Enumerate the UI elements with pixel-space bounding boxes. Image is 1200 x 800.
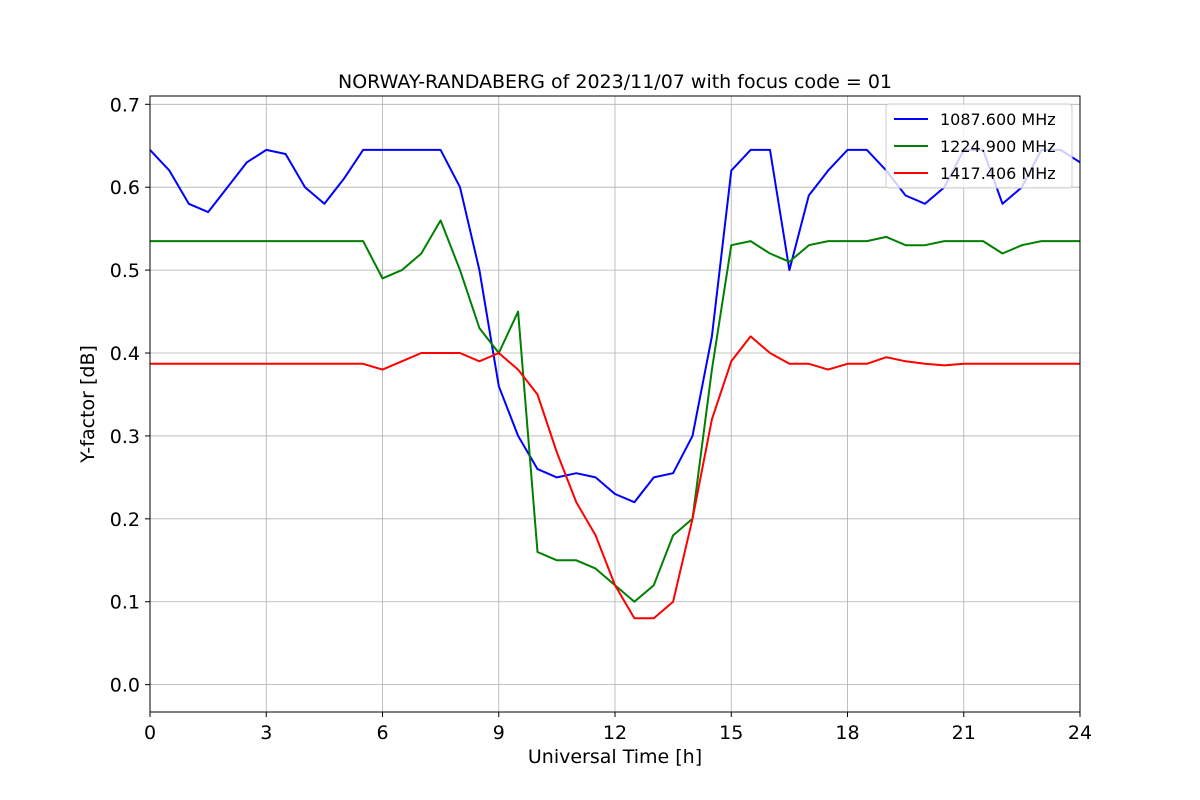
- y-tick-label: 0.0: [110, 675, 140, 697]
- y-tick-label: 0.7: [110, 94, 140, 116]
- x-tick-label: 21: [952, 722, 976, 744]
- y-tick-label: 0.1: [110, 592, 140, 614]
- legend-label: 1224.900 MHz: [940, 137, 1056, 156]
- x-tick-label: 0: [144, 722, 156, 744]
- legend-box: [885, 103, 1073, 189]
- x-tick-label: 3: [260, 722, 272, 744]
- ticks: 0 3 6 9 12 15 18 21 24 0.0 0.1 0.2 0.3 0.4 0.5 0.6 0.7: [110, 94, 1092, 744]
- x-tick-label: 15: [719, 722, 743, 744]
- x-axis-label: Universal Time [h]: [528, 746, 702, 768]
- y-tick-label: 0.3: [110, 426, 140, 448]
- legend-label: 1087.600 MHz: [940, 110, 1056, 129]
- y-axis-label: Y-factor [dB]: [77, 345, 99, 464]
- y-tick-label: 0.4: [110, 343, 140, 365]
- y-tick-label: 0.2: [110, 509, 140, 531]
- y-tick-label: 0.5: [110, 260, 140, 282]
- x-tick-label: 9: [493, 722, 505, 744]
- legend-label: 1417.406 MHz: [940, 164, 1056, 183]
- x-tick-label: 18: [835, 722, 859, 744]
- legend: 1087.600 MHz 1224.900 MHz 1417.406 MHz: [885, 103, 1073, 189]
- chart-title: NORWAY-RANDABERG of 2023/11/07 with focu…: [338, 71, 892, 93]
- x-tick-label: 6: [376, 722, 388, 744]
- series-line-0: [149, 148, 1081, 504]
- y-tick-label: 0.6: [110, 177, 140, 199]
- series-line-2: [150, 335, 1080, 620]
- x-tick-label: 12: [603, 722, 627, 744]
- x-tick-label: 24: [1068, 722, 1092, 744]
- series-layer: [149, 148, 1081, 620]
